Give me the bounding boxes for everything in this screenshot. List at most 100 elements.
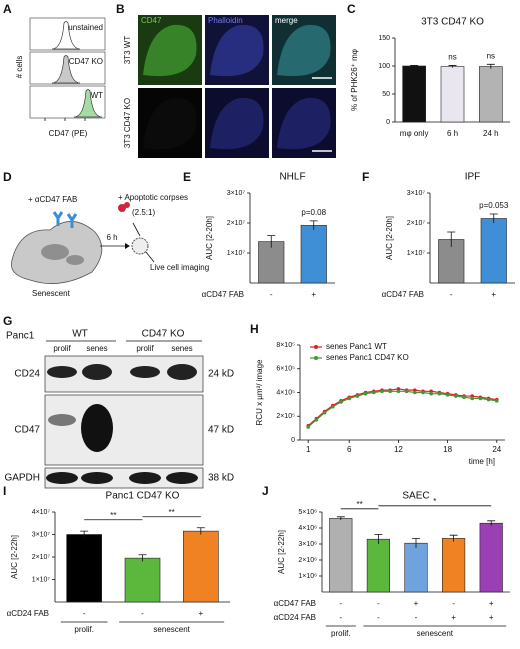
error-bar (374, 534, 383, 544)
panel-letter: G (3, 314, 12, 328)
annotation: ns (487, 51, 495, 60)
panel-letter: F (362, 170, 369, 184)
band (82, 364, 112, 380)
point (454, 394, 458, 398)
chart-title: NHLF (279, 172, 305, 183)
row-value: + (414, 599, 419, 608)
blot-strip (44, 394, 204, 466)
point (470, 396, 475, 401)
chart-title: 3T3 CD47 KO (421, 17, 484, 28)
bar (66, 534, 102, 603)
band (47, 366, 77, 378)
cell-shape (277, 97, 331, 150)
panel-letter: J (262, 484, 269, 498)
nucleus (66, 255, 84, 265)
x-axis-label: αCD47 FAB (202, 290, 244, 299)
readout-label: Live cell imaging (150, 263, 209, 272)
point (388, 389, 393, 394)
apoptotic-corpse (124, 202, 130, 208)
band (166, 472, 198, 484)
treatment-label: + αCD47 FAB (28, 195, 77, 204)
point (314, 418, 319, 422)
point (495, 399, 499, 403)
bar (258, 241, 285, 284)
chart-title: Panc1 CD47 KO (106, 491, 180, 502)
cell-line-label: Panc1 (6, 331, 35, 342)
y-tick-label: 1×10⁷ (407, 250, 426, 257)
bar (404, 542, 428, 593)
y-axis-label: AUC [2-22h] (277, 530, 286, 574)
group-label: senescent (153, 625, 190, 634)
antibody (66, 213, 78, 228)
error-bar (412, 538, 420, 548)
genotype-label: WT (72, 329, 88, 340)
y-tick-label: 2×10⁵ (276, 413, 295, 420)
x-tick-label: 24 h (483, 129, 499, 138)
bar (442, 538, 466, 593)
bar (124, 557, 161, 603)
bar (479, 66, 503, 123)
y-axis-label: AUC [2-20h] (385, 216, 394, 260)
error-bar (447, 231, 456, 247)
significance: * (433, 497, 436, 506)
channel-label: Phalloidin (208, 16, 243, 25)
y-tick-label: 3×10⁷ (227, 190, 246, 197)
x-axis-label: time [h] (469, 457, 495, 466)
row-value: + (451, 613, 456, 622)
y-tick-label: 1×10⁷ (32, 576, 51, 583)
point (380, 389, 384, 394)
bar (329, 518, 353, 593)
antibody (52, 211, 64, 226)
band (81, 404, 113, 452)
row-value: - (377, 599, 380, 608)
panel-letter: D (3, 170, 12, 184)
error-bar (410, 65, 419, 67)
histogram-curve (73, 89, 103, 118)
bar (183, 530, 219, 603)
x-axis-label: CD47 (PE) (49, 129, 88, 138)
error-bar (448, 65, 457, 68)
legend-marker (314, 345, 318, 349)
row-value: - (339, 599, 342, 608)
error-bar (309, 220, 318, 230)
y-tick-label: 100 (378, 63, 390, 70)
y-tick-label: 3×10⁷ (407, 190, 426, 197)
point (396, 389, 401, 394)
point (347, 396, 352, 401)
x-tick-label: 6 (347, 445, 352, 454)
significance: ** (110, 511, 116, 520)
ratio-label: (2.5:1) (132, 208, 155, 217)
x-tick-label: - (270, 290, 273, 299)
y-axis-label: AUC [2-20h] (205, 216, 214, 260)
histogram-frame (29, 51, 106, 85)
x-axis-label: αCD47 FAB (382, 290, 424, 299)
protein-label: GAPDH (4, 473, 40, 484)
protein-label: CD47 (14, 425, 40, 436)
bar (366, 538, 390, 593)
point (331, 404, 335, 409)
chart-title: IPF (465, 172, 481, 183)
point (429, 391, 434, 396)
point (421, 390, 425, 395)
error-bar (486, 63, 495, 69)
point (404, 389, 409, 394)
x-tick-label: 12 (394, 445, 403, 454)
bar (300, 225, 327, 284)
error-bar (138, 554, 147, 562)
row-value: + (489, 613, 494, 622)
cell-label: Senescent (32, 289, 71, 298)
y-tick-label: 2×10⁷ (407, 220, 426, 227)
annotation: ns (448, 53, 456, 62)
cell-shape (210, 24, 264, 77)
panel-letter: I (3, 484, 6, 498)
channel-label: CD47 (141, 16, 162, 25)
arrowhead (125, 243, 130, 249)
y-tick-label: 4×10⁶ (298, 525, 317, 532)
sample-label: CD47 KO (69, 57, 103, 66)
y-tick-label: 0 (386, 119, 390, 126)
point (363, 391, 368, 396)
panel-letter: C (347, 2, 356, 16)
panel-letter: B (116, 2, 125, 16)
